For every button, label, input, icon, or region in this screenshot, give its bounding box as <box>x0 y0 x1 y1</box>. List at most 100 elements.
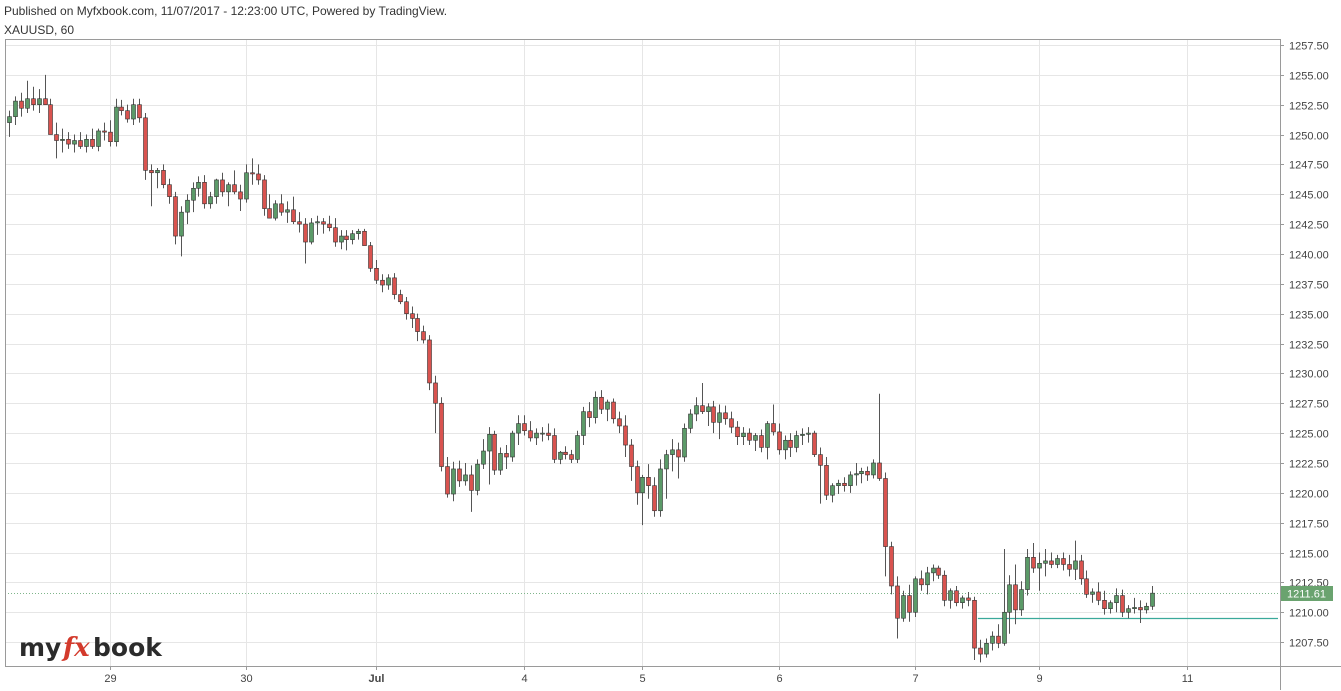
candle[interactable] <box>250 158 255 185</box>
candle[interactable] <box>670 439 675 472</box>
candle[interactable] <box>368 242 373 272</box>
candle[interactable] <box>646 464 651 499</box>
candle[interactable] <box>640 474 645 526</box>
candle[interactable] <box>575 430 580 463</box>
candle[interactable] <box>185 194 190 225</box>
candle[interactable] <box>960 595 965 609</box>
candle[interactable] <box>410 306 415 329</box>
candle[interactable] <box>386 274 391 290</box>
candle[interactable] <box>427 335 432 391</box>
candle[interactable] <box>54 122 59 159</box>
candle[interactable] <box>1019 581 1024 616</box>
candle[interactable] <box>1126 605 1131 619</box>
candle[interactable] <box>1013 564 1018 625</box>
candle[interactable] <box>741 427 746 446</box>
candle[interactable] <box>735 421 740 446</box>
candle[interactable] <box>623 415 628 457</box>
candle[interactable] <box>262 175 267 216</box>
candle[interactable] <box>599 390 604 415</box>
candle[interactable] <box>711 400 716 434</box>
candle[interactable] <box>48 98 53 135</box>
candle[interactable] <box>919 570 924 591</box>
candle[interactable] <box>682 423 687 462</box>
candle[interactable] <box>1138 600 1143 624</box>
candle[interactable] <box>723 405 728 425</box>
candle[interactable] <box>380 274 385 293</box>
candle[interactable] <box>694 397 699 422</box>
candle[interactable] <box>1144 602 1149 614</box>
candle[interactable] <box>114 98 119 147</box>
candle[interactable] <box>137 98 142 123</box>
candle[interactable] <box>19 92 24 117</box>
candle[interactable] <box>161 164 166 189</box>
candle[interactable] <box>1084 570 1089 598</box>
candle[interactable] <box>605 399 610 422</box>
candle[interactable] <box>658 459 663 517</box>
candle[interactable] <box>889 541 894 595</box>
candle[interactable] <box>1025 548 1030 596</box>
candle[interactable] <box>510 430 515 462</box>
candle[interactable] <box>800 428 805 446</box>
candle[interactable] <box>143 113 148 180</box>
candle[interactable] <box>149 164 154 207</box>
candle[interactable] <box>267 194 272 219</box>
candle[interactable] <box>593 391 598 424</box>
candle[interactable] <box>220 172 225 197</box>
candle[interactable] <box>581 406 586 446</box>
candle[interactable] <box>759 429 764 453</box>
candle[interactable] <box>552 428 557 463</box>
candle[interactable] <box>1049 552 1054 569</box>
candle[interactable] <box>611 398 616 424</box>
candle[interactable] <box>1120 589 1125 618</box>
candle[interactable] <box>895 576 900 639</box>
candle[interactable] <box>469 465 474 512</box>
candle[interactable] <box>522 415 527 436</box>
candle[interactable] <box>309 218 314 245</box>
candle[interactable] <box>836 479 841 495</box>
candle[interactable] <box>771 404 776 436</box>
candle[interactable] <box>794 430 799 453</box>
candle[interactable] <box>936 565 941 579</box>
candle[interactable] <box>558 451 563 465</box>
candle[interactable] <box>717 404 722 440</box>
candle[interactable] <box>78 132 83 149</box>
candle[interactable] <box>877 393 882 481</box>
candle[interactable] <box>1096 582 1101 606</box>
candle[interactable] <box>350 230 355 245</box>
candle[interactable] <box>285 201 290 223</box>
candle[interactable] <box>753 433 758 452</box>
candle[interactable] <box>1055 554 1060 569</box>
candle[interactable] <box>191 182 196 213</box>
candle[interactable] <box>1037 552 1042 591</box>
candle[interactable] <box>528 421 533 442</box>
candle[interactable] <box>913 576 918 618</box>
candle[interactable] <box>818 447 823 504</box>
candle[interactable] <box>990 631 995 651</box>
candle[interactable] <box>1079 554 1084 585</box>
candle[interactable] <box>587 402 592 428</box>
candle[interactable] <box>315 215 320 235</box>
candle[interactable] <box>1132 597 1137 614</box>
candle[interactable] <box>439 397 444 472</box>
candle[interactable] <box>859 467 864 484</box>
candle[interactable] <box>404 296 409 320</box>
candle[interactable] <box>327 215 332 232</box>
candle[interactable] <box>339 230 344 250</box>
candle[interactable] <box>540 427 545 442</box>
candle[interactable] <box>1114 588 1119 613</box>
candle[interactable] <box>848 471 853 493</box>
candle[interactable] <box>333 218 338 247</box>
candle[interactable] <box>37 89 42 114</box>
candle[interactable] <box>214 178 219 204</box>
candle[interactable] <box>883 472 888 577</box>
candle[interactable] <box>25 80 30 114</box>
candle[interactable] <box>90 128 95 149</box>
candle[interactable] <box>830 483 835 503</box>
candle[interactable] <box>1102 590 1107 615</box>
candle[interactable] <box>806 427 811 443</box>
candle[interactable] <box>415 313 420 342</box>
candle[interactable] <box>984 638 989 658</box>
candle[interactable] <box>978 639 983 663</box>
candle[interactable] <box>481 439 486 469</box>
